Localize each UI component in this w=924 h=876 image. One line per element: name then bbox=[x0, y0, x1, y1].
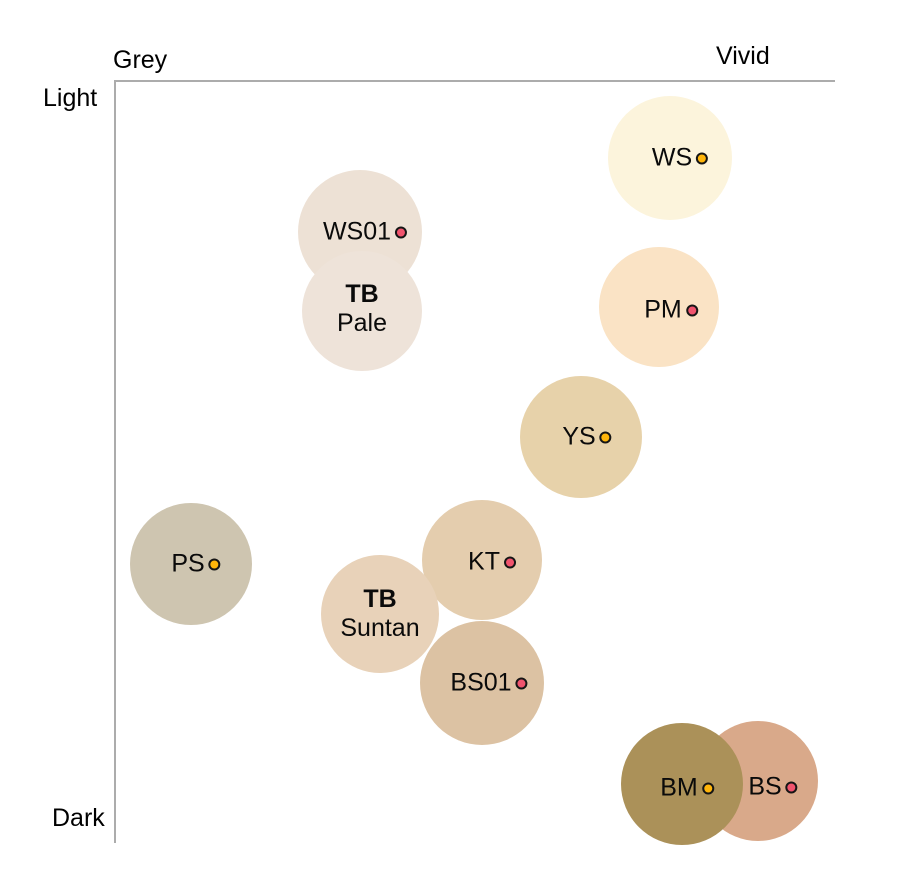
marker-dot-icon bbox=[503, 556, 516, 568]
marker-dot-icon bbox=[685, 304, 698, 316]
x-axis-right-label: Vivid bbox=[716, 42, 770, 70]
bubble-label-line1: KT bbox=[468, 548, 516, 577]
bubble-label-text: WS bbox=[651, 143, 693, 172]
bubble-ws: WS bbox=[608, 96, 732, 220]
y-axis-line bbox=[114, 80, 116, 843]
bubble-label-text: TB bbox=[363, 585, 397, 613]
y-axis-top-label: Light bbox=[43, 84, 98, 112]
bubble-sublabel-text: Pale bbox=[336, 309, 388, 337]
marker-dot-icon bbox=[599, 431, 612, 443]
x-axis-left-label: Grey bbox=[113, 46, 168, 74]
bubble-label-line1: TB bbox=[340, 585, 419, 614]
y-axis-bottom-label: Dark bbox=[52, 804, 105, 832]
bubble-label-text: BM bbox=[660, 773, 698, 802]
bubble-label-text: TB bbox=[345, 280, 379, 308]
bubble-label-line1: TB bbox=[337, 280, 387, 309]
bubble-tb-pale: TB Pale bbox=[302, 251, 422, 371]
bubble-label-line1: PS bbox=[171, 549, 221, 579]
bubble-bs01: BS01 bbox=[420, 621, 544, 745]
bubble-label-text: WS01 bbox=[322, 217, 392, 246]
bubble-label: WS01 bbox=[322, 217, 408, 247]
bubble-label-text: BS bbox=[748, 772, 782, 801]
bubble-label: YS bbox=[562, 422, 612, 452]
marker-dot-icon bbox=[785, 781, 798, 793]
bubble-label-line1: BS bbox=[748, 772, 798, 802]
marker-dot-icon bbox=[208, 558, 221, 570]
bubble-label: TB Pale bbox=[337, 280, 387, 338]
bubble-kt: KT bbox=[422, 500, 542, 620]
bubble-sublabel-text: Suntan bbox=[340, 614, 420, 642]
bubble-label-line1: BM bbox=[660, 774, 714, 803]
marker-dot-icon bbox=[515, 677, 528, 689]
bubble-bm: BM bbox=[621, 723, 743, 845]
bubble-ys: YS bbox=[520, 376, 642, 498]
bubble-label-line1: WS01 bbox=[322, 217, 408, 247]
bubble-pm: PM bbox=[599, 247, 719, 367]
marker-dot-icon bbox=[701, 782, 714, 794]
bubble-label: PS bbox=[171, 549, 221, 579]
bubble-label: WS bbox=[651, 143, 709, 173]
bubble-label-line1: PM bbox=[644, 296, 698, 325]
bubble-label-line1: YS bbox=[562, 422, 612, 452]
bubble-ps: PS bbox=[130, 503, 252, 625]
bubble-label: TB Suntan bbox=[340, 585, 419, 643]
x-axis-line bbox=[114, 80, 835, 82]
marker-dot-icon bbox=[696, 152, 709, 164]
bubble-label: PM bbox=[644, 296, 698, 325]
marker-dot-icon bbox=[395, 226, 408, 238]
bubble-label: KT bbox=[468, 548, 516, 577]
bubble-label-text: PS bbox=[171, 549, 205, 578]
bubble-label-line1: BS01 bbox=[450, 668, 528, 698]
bubble-label-line1: WS bbox=[651, 143, 709, 173]
bubble-tb-suntan: TB Suntan bbox=[321, 555, 439, 673]
bubble-label-text: PM bbox=[644, 295, 682, 324]
bubble-label-text: KT bbox=[468, 547, 500, 576]
bubble-label-text: YS bbox=[562, 422, 596, 451]
bubble-label: BS01 bbox=[450, 668, 528, 698]
bubble-label-text: BS01 bbox=[450, 668, 512, 697]
bubble-label: BM bbox=[660, 774, 714, 803]
bubble-label: BS bbox=[748, 772, 798, 802]
